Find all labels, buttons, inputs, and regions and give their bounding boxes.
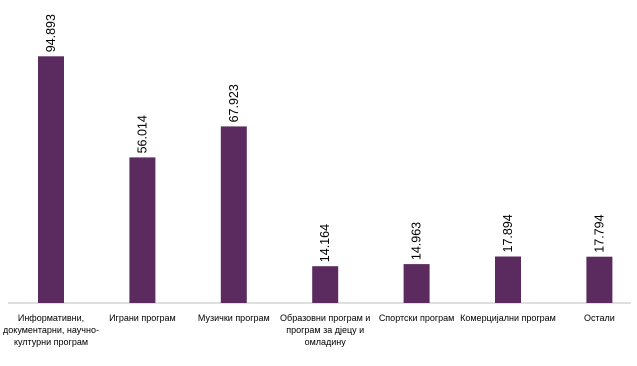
value-labels-group: 94.893 56.014 67.923 14.164 14.963 17.894 17.7…: [44, 14, 606, 262]
bar-2: [129, 157, 155, 303]
category-label-7: Остали: [551, 312, 637, 324]
value-label-4: 14.164: [318, 224, 332, 262]
value-label-3: 67.923: [227, 84, 241, 122]
bar-1: [38, 56, 64, 303]
value-label-5: 14.963: [410, 222, 424, 260]
category-label-1: Информативни, документарни, научно-култу…: [3, 312, 99, 348]
bar-6: [495, 257, 521, 304]
category-label-3: Музички програм: [186, 312, 282, 324]
category-label-5: Спортски програм: [369, 312, 465, 324]
bar-5: [404, 264, 430, 303]
bars-group: [38, 56, 612, 303]
category-label-2: Играни програм: [94, 312, 190, 324]
bar-3: [221, 126, 247, 303]
value-label-2: 56.014: [135, 115, 149, 153]
value-label-1: 94.893: [44, 14, 58, 52]
category-label-6: Комерцијални програм: [460, 312, 556, 324]
category-label-4: Образовни програм и програм за дјецу и о…: [277, 312, 373, 348]
bar-4: [312, 266, 338, 303]
value-label-7: 17.794: [592, 214, 606, 252]
value-label-6: 17.894: [501, 214, 515, 252]
bar-7: [586, 257, 612, 303]
